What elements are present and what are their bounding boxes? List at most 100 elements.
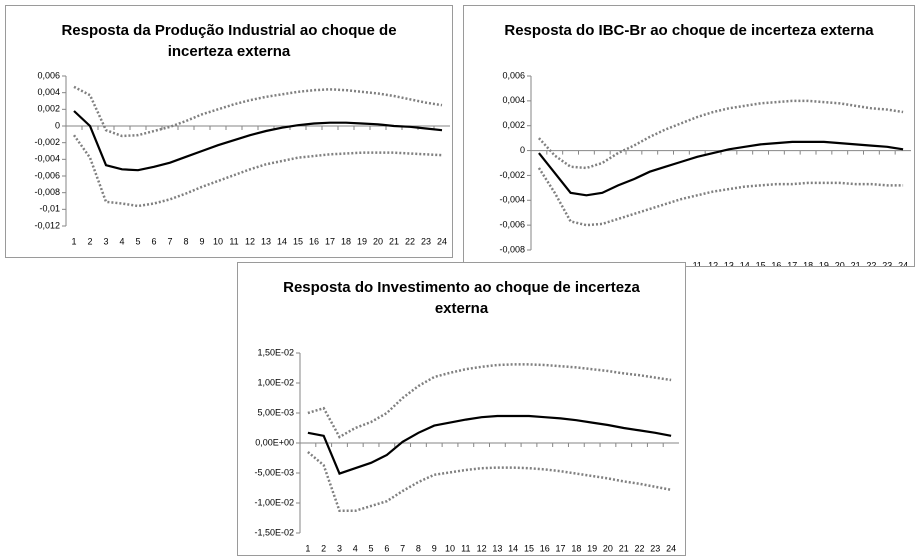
y-tick-label: -0,002	[34, 137, 60, 147]
x-tick-label: 22	[635, 543, 645, 553]
x-tick-label: 1	[71, 236, 76, 246]
x-tick-label: 6	[384, 543, 389, 553]
x-tick-label: 8	[416, 543, 421, 553]
x-tick-label: 20	[373, 236, 383, 246]
y-tick-label: 0	[55, 120, 60, 130]
y-tick-label: 1,00E-02	[257, 377, 294, 387]
x-tick-label: 16	[771, 260, 781, 266]
series-line	[537, 99, 904, 170]
y-tick-label: -0,012	[34, 220, 60, 230]
x-tick-label: 16	[309, 236, 319, 246]
x-tick-label: 7	[400, 543, 405, 553]
x-tick-label: 12	[708, 260, 718, 266]
x-tick-label: 5	[135, 236, 140, 246]
y-tick-label: -0,008	[499, 244, 525, 254]
y-tick-label: 5,00E-03	[257, 407, 294, 417]
series-line	[73, 110, 443, 172]
x-tick-label: 21	[851, 260, 861, 266]
x-tick-label: 24	[898, 260, 908, 266]
chart-title: Resposta do Investimento ao choque de in…	[283, 279, 640, 317]
x-tick-label: 19	[357, 236, 367, 246]
y-tick-label: 1,50E-02	[257, 347, 294, 357]
x-tick-label: 14	[740, 260, 750, 266]
x-tick-label: 20	[603, 543, 613, 553]
y-tick-label: -5,00E-03	[254, 467, 294, 477]
y-tick-label: -1,50E-02	[254, 527, 294, 537]
x-tick-label: 18	[571, 543, 581, 553]
y-tick-label: 0,002	[502, 120, 525, 130]
x-tick-label: 13	[261, 236, 271, 246]
x-tick-label: 4	[353, 543, 358, 553]
x-tick-label: 10	[213, 236, 223, 246]
y-tick-label: 0	[520, 145, 525, 155]
series-line	[72, 134, 443, 208]
y-tick-label: -0,006	[499, 220, 525, 230]
x-tick-label: 16	[540, 543, 550, 553]
x-tick-label: 14	[277, 236, 287, 246]
x-tick-label: 13	[492, 543, 502, 553]
y-tick-label: -0,01	[39, 204, 60, 214]
chart-panel: Resposta do IBC-Br ao choque de incertez…	[463, 5, 915, 267]
x-tick-label: 5	[369, 543, 374, 553]
x-tick-label: 10	[445, 543, 455, 553]
x-tick-label: 13	[724, 260, 734, 266]
chart-title: Resposta da Produção Industrial ao choqu…	[61, 22, 397, 60]
x-tick-label: 9	[432, 543, 437, 553]
x-tick-label: 2	[87, 236, 92, 246]
y-tick-label: 0,004	[37, 87, 60, 97]
x-tick-label: 23	[882, 260, 892, 266]
x-tick-label: 17	[556, 543, 566, 553]
x-tick-label: 21	[389, 236, 399, 246]
x-tick-label: 7	[167, 236, 172, 246]
x-tick-label: 20	[835, 260, 845, 266]
x-tick-label: 23	[650, 543, 660, 553]
x-tick-label: 19	[587, 543, 597, 553]
x-tick-label: 2	[321, 543, 326, 553]
y-tick-label: -0,006	[34, 170, 60, 180]
x-tick-label: 18	[341, 236, 351, 246]
x-tick-label: 15	[293, 236, 303, 246]
x-tick-label: 15	[524, 543, 534, 553]
x-tick-label: 12	[245, 236, 255, 246]
chart-title: Resposta do IBC-Br ao choque de incertez…	[504, 22, 874, 39]
y-tick-label: 0,00E+00	[255, 437, 294, 447]
x-tick-label: 19	[819, 260, 829, 266]
x-tick-label: 24	[666, 543, 676, 553]
x-tick-label: 22	[866, 260, 876, 266]
x-tick-label: 17	[325, 236, 335, 246]
x-tick-label: 18	[803, 260, 813, 266]
y-tick-label: -0,008	[34, 187, 60, 197]
series-line	[537, 167, 904, 227]
x-tick-label: 22	[405, 236, 415, 246]
series-line	[307, 414, 672, 475]
x-tick-label: 14	[508, 543, 518, 553]
chart: 0,006 0,004 0,002 0 -0,002 -0,004 -0,006 -0,008…	[499, 70, 911, 266]
x-tick-label: 11	[693, 260, 702, 266]
x-tick-label: 23	[421, 236, 431, 246]
y-tick-label: 0,004	[502, 95, 525, 105]
x-tick-label: 17	[787, 260, 797, 266]
chart: 1,50E-02 1,00E-02 5,00E-03 0,00E+00 -5,00E-0…	[254, 347, 679, 553]
x-tick-label: 21	[619, 543, 629, 553]
y-tick-label: -0,004	[499, 195, 525, 205]
chart-panel: Resposta da Produção Industrial ao choqu…	[5, 5, 453, 258]
series-line	[307, 451, 672, 513]
chart: 0,006 0,004 0,002 0 -0,002 -0,004 -0,006 -0,008…	[34, 70, 450, 246]
x-tick-label: 3	[103, 236, 108, 246]
x-tick-label: 24	[437, 236, 447, 246]
x-tick-label: 8	[183, 236, 188, 246]
y-tick-label: 0,002	[37, 104, 60, 114]
x-tick-label: 12	[477, 543, 487, 553]
series-line	[538, 140, 904, 197]
x-tick-label: 11	[461, 543, 470, 553]
y-tick-label: -0,002	[499, 170, 525, 180]
y-tick-label: 0,006	[502, 70, 525, 80]
y-tick-label: 0,006	[37, 70, 60, 80]
y-tick-label: -1,00E-02	[254, 497, 294, 507]
x-tick-label: 6	[151, 236, 156, 246]
series-line	[307, 363, 672, 439]
x-tick-label: 15	[756, 260, 766, 266]
x-tick-label: 1	[305, 543, 310, 553]
x-tick-label: 11	[229, 236, 238, 246]
